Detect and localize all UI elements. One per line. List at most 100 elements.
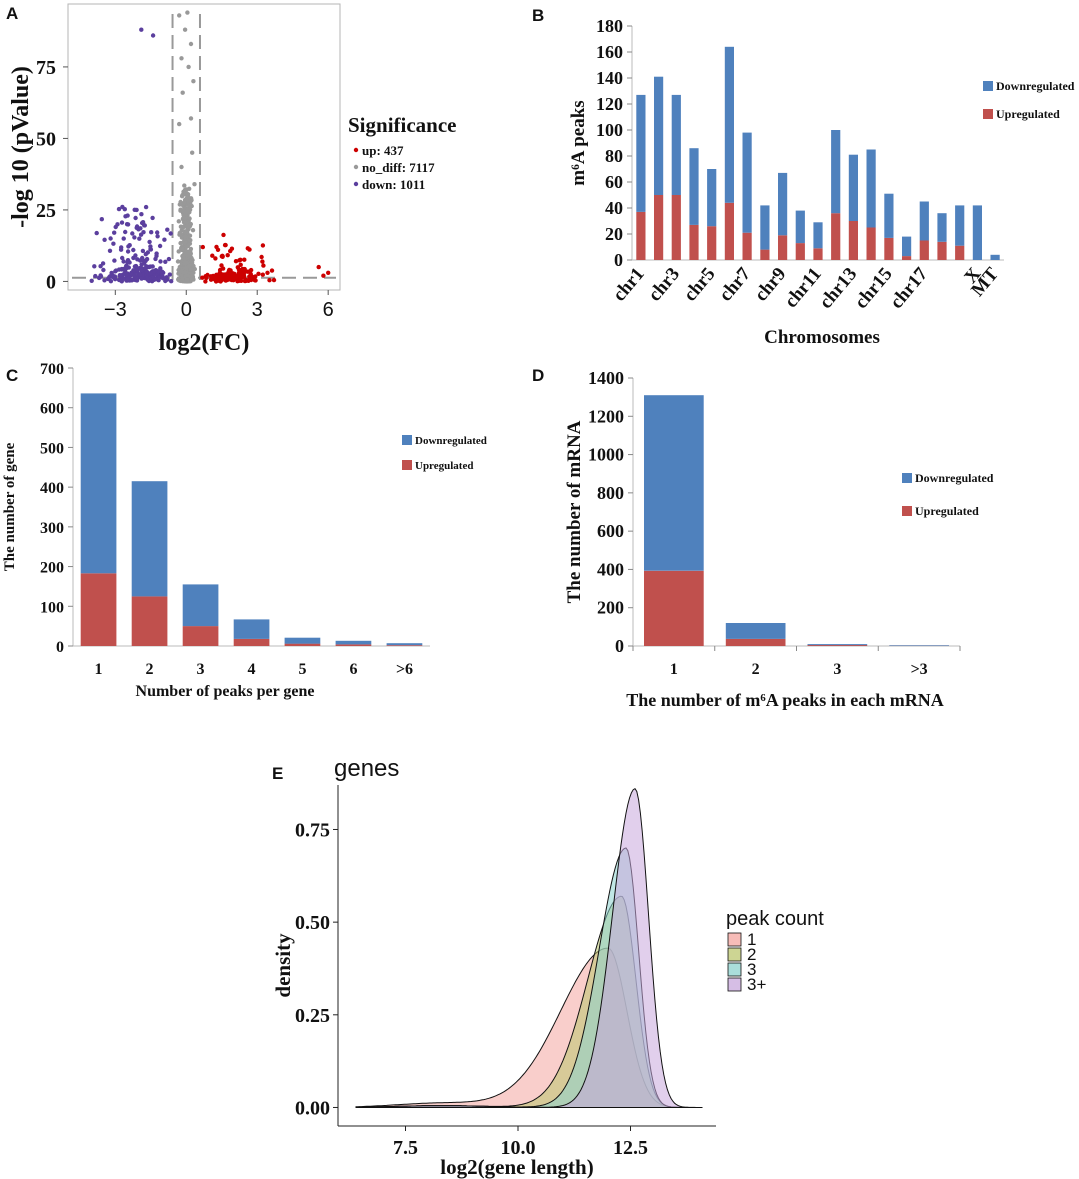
point-down (131, 255, 136, 261)
point-down (164, 275, 169, 280)
bar-upregulated-chr15 (884, 237, 894, 260)
point-no_diff (180, 247, 185, 252)
point-up (256, 271, 261, 276)
point-no_diff (179, 164, 184, 170)
legend-title: peak count (726, 908, 824, 930)
point-up (219, 254, 224, 259)
legend-label-upregulated: Upregulated (915, 504, 979, 518)
point-no_diff (192, 182, 197, 187)
point-no_diff (180, 208, 186, 213)
y-tick-label: 600 (40, 401, 64, 418)
point-down (92, 264, 97, 269)
x-tick-label: 10.0 (501, 1137, 536, 1159)
x-tick-label: 3 (833, 661, 841, 678)
point-up (265, 270, 270, 275)
y-tick-label: 180 (596, 16, 623, 36)
point-down (167, 272, 172, 277)
point-down (116, 206, 122, 212)
x-tick-label: 4 (248, 661, 256, 678)
y-tick-label: 50 (36, 128, 56, 150)
point-down (119, 279, 125, 284)
point-no_diff (181, 270, 186, 275)
point-up (261, 263, 266, 268)
point-no_diff (177, 202, 182, 207)
point-down (137, 236, 142, 241)
point-down (110, 274, 116, 280)
point-down (131, 247, 136, 253)
bar-downregulated-3 (807, 644, 868, 646)
point-up (226, 269, 231, 274)
point-up (225, 253, 230, 258)
gene-length-density-plot: 7.5 10.0 12.5 0.00 0.25 0.50 0.75 genes log2(gen… (271, 755, 824, 1179)
bar-downregulated->6 (386, 643, 423, 646)
bar-downregulated-MT (990, 254, 1000, 260)
point-up (267, 278, 272, 283)
point-down (138, 232, 144, 237)
point-down (98, 264, 103, 269)
bar-downregulated->3 (889, 645, 949, 646)
y-tick-label: 200 (40, 560, 64, 577)
x-axis-title: The number of m⁶A peaks in each mRNA (626, 690, 944, 710)
point-up (260, 272, 265, 277)
point-no_diff (188, 41, 194, 47)
point-down (148, 246, 153, 252)
point-up (259, 254, 264, 260)
legend-swatch-upregulated (902, 506, 912, 516)
legend-swatch-downregulated (402, 435, 412, 445)
y-axis-title: -log 10 (pValue) (8, 66, 34, 228)
y-tick-label: 75 (36, 57, 56, 79)
y-axis-title: density (271, 933, 295, 998)
legend-swatch-downregulated (983, 81, 993, 91)
y-tick-label: 700 (40, 361, 64, 378)
point-down (134, 207, 139, 213)
volcano-plot: −3 0 3 6 0 25 50 75 log2(FC) -log 10 (pValue) Sign… (8, 3, 457, 356)
y-tick-label: 400 (40, 480, 64, 497)
point-down (162, 237, 167, 242)
point-down (99, 217, 105, 222)
x-tick-label: chr5 (680, 264, 720, 306)
point-up (316, 264, 321, 270)
point-up (321, 273, 326, 278)
point-down (102, 237, 107, 242)
point-down (98, 274, 104, 279)
point-up (260, 259, 265, 264)
y-tick-label: 25 (36, 200, 56, 222)
point-down (108, 236, 113, 241)
legend-marker-down (353, 181, 359, 187)
x-tick-label: chr13 (815, 264, 861, 313)
point-no_diff (183, 220, 188, 225)
point-up (200, 244, 205, 250)
point-no_diff (185, 243, 190, 249)
bar-downregulated-chr5 (707, 169, 717, 227)
point-down (163, 278, 168, 284)
point-up (221, 232, 226, 238)
point-up (237, 258, 242, 263)
y-tick-label: 0.00 (295, 1097, 330, 1119)
bar-downregulated-chr16 (902, 236, 912, 257)
bar-downregulated-chr4 (689, 148, 699, 225)
point-no_diff (190, 150, 195, 155)
y-tick-label: 500 (40, 440, 64, 457)
y-tick-label: 1200 (588, 406, 624, 426)
point-up (242, 257, 247, 262)
point-down (112, 258, 117, 263)
point-down (111, 241, 116, 246)
x-tick-label: chr15 (851, 264, 897, 313)
y-tick-label: 40 (605, 198, 623, 218)
legend-label-downregulated: Downregulated (996, 79, 1075, 93)
point-no_diff (191, 263, 196, 269)
point-up (269, 268, 275, 273)
point-down (118, 247, 124, 252)
x-axis-title: log2(gene length) (440, 1155, 593, 1179)
point-down (121, 259, 126, 264)
x-axis-title: Number of peaks per gene (136, 683, 315, 700)
point-down (117, 273, 123, 278)
point-down (123, 229, 128, 235)
point-no_diff (191, 79, 196, 84)
point-no_diff (188, 238, 193, 243)
point-up (233, 259, 239, 264)
point-no_diff (184, 196, 190, 201)
bar-upregulated-2 (131, 596, 168, 646)
bar-upregulated-chr8 (760, 249, 770, 260)
point-down (139, 267, 144, 273)
